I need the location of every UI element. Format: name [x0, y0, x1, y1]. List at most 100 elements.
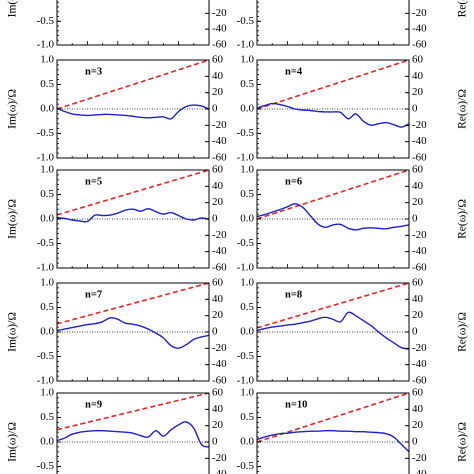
right-tick-label: -40 — [212, 245, 227, 257]
left-tick-label: 0.5 — [240, 301, 254, 313]
right-tick-label: 40 — [212, 403, 224, 415]
left-axis-title: Im(ω)/Ω — [7, 199, 19, 239]
left-tick-label: -0.5 — [237, 15, 255, 27]
right-tick-label: -20 — [212, 119, 227, 131]
panel-9 — [56, 392, 210, 474]
left-tick-label: 0.5 — [240, 188, 254, 200]
left-tick-label: -1.0 — [237, 262, 255, 274]
right-tick-label: 60 — [412, 387, 424, 399]
right-tick-label: 40 — [212, 70, 224, 82]
im-series-line — [257, 102, 409, 128]
panel-5 — [56, 169, 210, 269]
left-tick-label: -0.5 — [37, 237, 55, 249]
panel-frame — [56, 0, 210, 46]
right-axis-title: Re(ω)/Ω — [457, 199, 469, 239]
panel-label: n=4 — [285, 66, 303, 77]
panel-frame — [256, 0, 410, 46]
right-tick-label: 0 — [212, 436, 218, 448]
right-tick-label: -20 — [412, 119, 427, 131]
right-tick-label: 40 — [412, 70, 424, 82]
left-tick-label: -0.5 — [237, 350, 255, 362]
left-tick-label: -1.0 — [237, 375, 255, 387]
left-tick-label: 1.0 — [240, 387, 254, 399]
left-tick-label: -1.0 — [237, 152, 255, 164]
im-series-line — [57, 421, 209, 448]
right-tick-label: -60 — [412, 375, 427, 387]
left-tick-label: -0.5 — [237, 237, 255, 249]
right-tick-label: -60 — [212, 375, 227, 387]
right-tick-label: 0 — [212, 213, 218, 225]
left-tick-label: 1.0 — [40, 277, 54, 289]
im-series-line — [257, 429, 409, 453]
left-axis-title: Im(ω)/Ω — [7, 312, 19, 352]
left-tick-label: 1.0 — [240, 277, 254, 289]
panel-7 — [56, 282, 210, 382]
left-tick-label: 0.0 — [240, 103, 254, 115]
right-tick-label: 20 — [212, 309, 224, 321]
left-tick-label: -0.5 — [237, 127, 255, 139]
panel-4 — [256, 59, 410, 159]
left-tick-label: -1.0 — [237, 39, 255, 51]
right-tick-label: -20 — [212, 7, 227, 19]
right-tick-label: 60 — [212, 54, 224, 66]
right-tick-label: -60 — [412, 152, 427, 164]
right-tick-label: -20 — [412, 342, 427, 354]
re-series-line — [257, 393, 409, 443]
left-tick-label: 0.0 — [40, 326, 54, 338]
left-axis-title: Im(ω)/Ω — [7, 0, 19, 17]
right-tick-label: -40 — [212, 135, 227, 147]
left-tick-label: 0.0 — [40, 436, 54, 448]
left-tick-label: -0.5 — [37, 460, 55, 472]
panel-label: n=8 — [285, 289, 302, 300]
re-series-line — [257, 283, 409, 329]
panel-label: n=7 — [85, 289, 102, 300]
right-tick-label: -20 — [212, 229, 227, 241]
right-tick-label: 40 — [212, 180, 224, 192]
right-tick-label: 60 — [412, 277, 424, 289]
panel-10 — [256, 392, 410, 474]
left-tick-label: -0.5 — [37, 15, 55, 27]
re-series-line — [57, 170, 209, 216]
panel-6 — [256, 169, 410, 269]
re-series-line — [257, 170, 409, 220]
right-tick-label: 20 — [212, 196, 224, 208]
right-tick-label: -40 — [212, 23, 227, 35]
left-tick-label: -0.5 — [37, 127, 55, 139]
panel-label: n=9 — [85, 399, 102, 410]
left-tick-label: 0.0 — [240, 213, 254, 225]
right-axis-title: Re(ω)/Ω — [457, 0, 469, 17]
left-tick-label: 1.0 — [40, 54, 54, 66]
right-tick-label: -60 — [412, 262, 427, 274]
right-tick-label: -40 — [412, 468, 427, 474]
right-tick-label: -60 — [212, 152, 227, 164]
panel-8 — [256, 282, 410, 382]
panel-label: n=3 — [85, 66, 102, 77]
right-tick-label: -20 — [412, 452, 427, 464]
right-tick-label: -40 — [412, 245, 427, 257]
right-tick-label: -20 — [412, 7, 427, 19]
right-tick-label: 0 — [412, 103, 418, 115]
left-tick-label: 1.0 — [40, 387, 54, 399]
right-tick-label: 20 — [412, 86, 424, 98]
im-series-line — [257, 203, 409, 231]
right-tick-label: -20 — [212, 342, 227, 354]
right-axis-title: Re(ω)/Ω — [457, 312, 469, 352]
re-series-line — [57, 393, 209, 431]
right-tick-label: -20 — [212, 452, 227, 464]
re-series-line — [57, 283, 209, 325]
right-tick-label: 60 — [212, 277, 224, 289]
left-tick-label: 1.0 — [240, 54, 254, 66]
right-tick-label: 40 — [412, 403, 424, 415]
left-tick-label: 1.0 — [40, 164, 54, 176]
left-tick-label: 0.0 — [240, 326, 254, 338]
left-tick-label: -1.0 — [37, 39, 55, 51]
panel-1 — [56, 0, 210, 46]
left-tick-label: 0.5 — [240, 78, 254, 90]
right-tick-label: 0 — [412, 436, 418, 448]
left-tick-label: 0.5 — [240, 411, 254, 423]
im-series-line — [257, 311, 409, 350]
right-tick-label: 20 — [412, 196, 424, 208]
panel-3 — [56, 59, 210, 159]
right-tick-label: -60 — [212, 39, 227, 51]
